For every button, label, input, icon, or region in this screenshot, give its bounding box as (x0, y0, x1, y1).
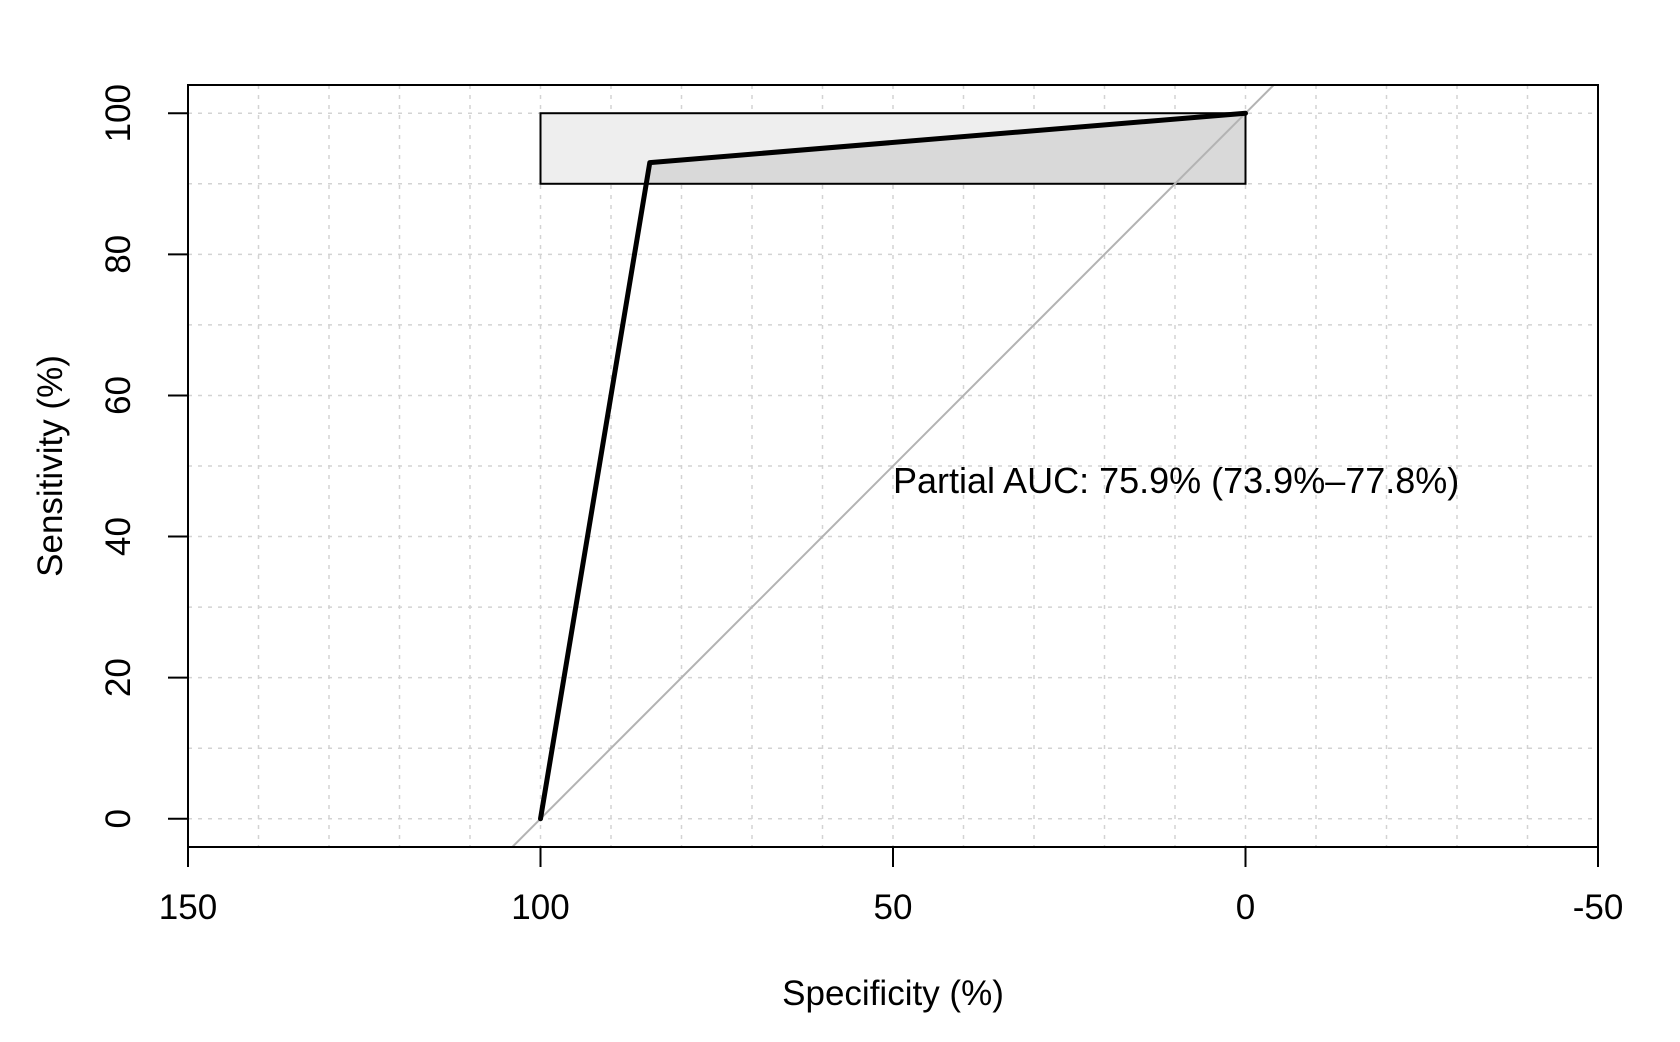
roc-series (538, 110, 1248, 822)
x-tick-label: 0 (1236, 888, 1255, 927)
roc-curve (538, 110, 1248, 822)
x-axis-title: Specificity (%) (782, 974, 1004, 1013)
axes: 150 100 50 0 -50 0 20 40 60 80 100 (99, 84, 1623, 927)
partial-auc-area (646, 113, 1246, 184)
partial-auc-box-outline (539, 112, 1247, 185)
x-tick-label: 150 (159, 888, 217, 927)
diagonal-reference (511, 85, 1275, 847)
y-tick-label: 60 (99, 376, 138, 415)
y-tick-label: 100 (99, 84, 138, 142)
x-tick-label: 100 (511, 888, 569, 927)
x-tick-label: 50 (874, 888, 913, 927)
y-axis-title: Sensitivity (%) (31, 355, 70, 577)
diagonal-line (511, 85, 1275, 847)
y-tick-label: 0 (99, 809, 138, 828)
y-tick-label: 20 (99, 658, 138, 697)
y-tick-label: 80 (99, 235, 138, 274)
x-tick-label: -50 (1573, 888, 1624, 927)
y-tick-label: 40 (99, 517, 138, 556)
partial-auc-annotation: Partial AUC: 75.9% (73.9%–77.8%) (893, 460, 1459, 501)
